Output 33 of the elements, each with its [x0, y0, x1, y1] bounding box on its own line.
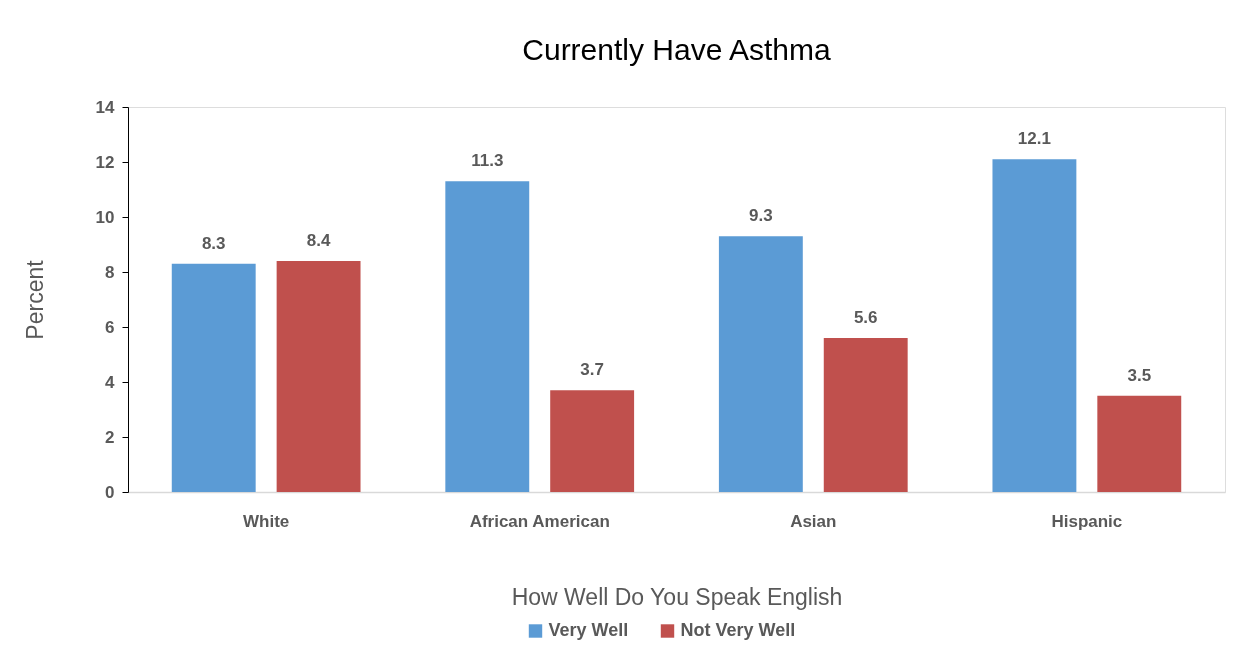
- x-tick-label: Hispanic: [1051, 511, 1123, 531]
- y-tick-label: 14: [95, 97, 116, 117]
- data-label: 3.5: [1127, 365, 1152, 385]
- chart-title: Currently Have Asthma: [522, 33, 832, 66]
- bar: [718, 236, 803, 492]
- y-tick-label: 12: [95, 152, 115, 172]
- legend-label: Very Well: [548, 620, 629, 640]
- y-tick-label: 0: [105, 482, 115, 502]
- x-tick-label: White: [243, 511, 290, 531]
- legend-label: Not Very Well: [680, 620, 796, 640]
- bar: [276, 261, 361, 492]
- data-label: 5.6: [853, 308, 878, 327]
- data-label: 8.3: [201, 233, 226, 253]
- y-tick-label: 4: [105, 372, 116, 392]
- y-tick-label: 6: [105, 317, 115, 337]
- x-tick-label: African American: [469, 511, 610, 531]
- bar: [992, 159, 1077, 492]
- data-label: 8.4: [306, 231, 331, 250]
- x-axis-title: How Well Do You Speak English: [511, 583, 843, 610]
- bar: [1097, 395, 1182, 492]
- bar: [550, 390, 635, 492]
- y-tick-label: 2: [105, 427, 115, 447]
- y-tick-label: 8: [105, 262, 115, 282]
- bar: [171, 263, 256, 492]
- data-label: 3.7: [580, 360, 604, 380]
- data-label: 11.3: [471, 151, 504, 171]
- bar: [445, 181, 530, 492]
- data-label: 9.3: [749, 206, 773, 226]
- bar: [823, 338, 908, 492]
- data-label: 12.1: [1017, 129, 1051, 149]
- y-axis-title: Percent: [21, 259, 48, 340]
- y-tick-label: 10: [95, 207, 115, 227]
- x-tick-label: Asian: [790, 511, 837, 531]
